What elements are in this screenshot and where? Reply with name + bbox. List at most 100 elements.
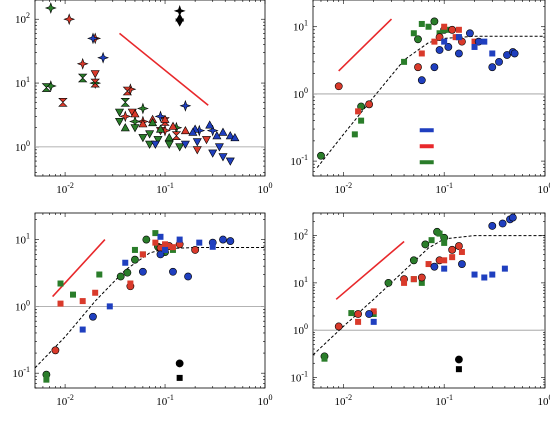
data-point-triangle-up [225, 131, 235, 140]
data-point-circle [430, 63, 439, 72]
data-point-circle [430, 262, 439, 271]
data-point-square [452, 34, 459, 41]
series-6 [370, 265, 508, 325]
series-1 [42, 235, 169, 379]
data-point-triangle-down [175, 143, 185, 152]
y-tick-label: 100 [15, 139, 30, 154]
axes-frame [312, 0, 546, 177]
data-point-circle [89, 312, 97, 321]
data-point-square [441, 239, 448, 246]
data-point-triangle-up [188, 127, 198, 136]
x-tick-label: 10-2 [56, 393, 74, 408]
data-point-circle [365, 310, 373, 318]
data-point-triangle-down [218, 153, 228, 162]
data-point-triangle-up [180, 125, 190, 135]
data-point-circle [116, 272, 125, 281]
data-point-square [455, 34, 462, 41]
data-point-square [481, 38, 488, 45]
data-point-circle [508, 213, 517, 222]
series-6 [79, 233, 216, 333]
data-point-triangle-down [201, 136, 212, 145]
data-point-square [70, 291, 77, 298]
data-point-circle [448, 25, 457, 34]
y-tick-label: 100 [15, 298, 30, 313]
data-point-square [79, 326, 86, 333]
axes-frame [34, 0, 266, 177]
data-point-square [428, 237, 435, 244]
x-tick-label: 100 [538, 393, 550, 408]
data-point-square [106, 303, 113, 310]
data-point-circle [430, 17, 439, 26]
y-tick-label: 100 [293, 322, 308, 337]
series-15 [175, 13, 185, 22]
data-point-square [79, 298, 86, 305]
data-point-square [431, 38, 438, 45]
data-point-circle [444, 43, 453, 51]
series-4 [355, 23, 478, 115]
data-point-triangle-down [192, 146, 202, 155]
y-tick-label: 101 [293, 19, 308, 34]
y-tick-label: 102 [15, 11, 30, 26]
series-3 [334, 25, 466, 109]
series-12 [188, 120, 240, 142]
data-point-circle [455, 355, 463, 364]
y-tick-label: 101 [293, 275, 308, 290]
data-point-circle [510, 49, 519, 58]
data-point-star [87, 32, 99, 45]
series-5 [417, 29, 519, 85]
data-point-triangle-down [114, 108, 125, 117]
data-point-circle [466, 29, 474, 38]
data-point-square [358, 117, 365, 124]
axes-frame [312, 212, 546, 389]
data-point-square [471, 38, 478, 45]
data-point-triangle-up [218, 127, 228, 136]
x-tick-label: 10-2 [335, 393, 353, 408]
data-point-square [152, 239, 159, 246]
data-point-star [206, 124, 219, 137]
data-point-triangle-down [208, 149, 218, 158]
data-point-circle [495, 57, 503, 66]
data-point-triangle-down [214, 143, 224, 152]
y-tick-label: 101 [15, 75, 30, 90]
y-tick-label: 101 [15, 232, 30, 247]
data-point-circle [191, 246, 200, 254]
data-point-square [489, 50, 496, 57]
data-point-triangle-down [225, 157, 235, 166]
x-tick-label: 10-2 [56, 181, 74, 196]
series-4 [355, 248, 465, 325]
data-point-circle [169, 267, 177, 276]
slope-line [335, 240, 405, 300]
data-point-triangle-down [114, 118, 125, 127]
data-point-square [455, 26, 462, 33]
data-point-square [355, 108, 362, 115]
data-point-triangle-up [148, 117, 158, 127]
series-10 [150, 138, 235, 166]
data-point-star [97, 51, 110, 64]
x-tick-label: 100 [258, 181, 273, 196]
data-point-circle [317, 151, 325, 160]
data-point-triangle-up [168, 121, 178, 130]
series-5 [89, 235, 235, 321]
y-tick-label: 10-1 [12, 365, 30, 380]
data-point-square [449, 254, 456, 261]
data-point-star [136, 102, 149, 115]
data-point-square [348, 310, 355, 317]
data-point-circle [458, 260, 466, 268]
data-point-square [196, 239, 203, 246]
data-point-square [401, 58, 408, 65]
ticks [34, 0, 266, 176]
x-tick-label: 100 [538, 181, 550, 196]
data-point-circle [488, 63, 497, 72]
x-tick-label: 10-1 [435, 181, 453, 196]
data-point-square [441, 265, 448, 272]
series-9 [114, 108, 185, 152]
x-tick-label: 10-1 [156, 393, 174, 408]
slope-line [118, 32, 209, 106]
series-1 [317, 17, 449, 160]
data-point-circle [417, 76, 426, 85]
data-point-circle [421, 240, 430, 249]
data-point-square [176, 236, 183, 243]
panel-4: 10-2 10-1 100 10-1 100 101 102 [290, 212, 550, 408]
slope-line [52, 239, 106, 298]
